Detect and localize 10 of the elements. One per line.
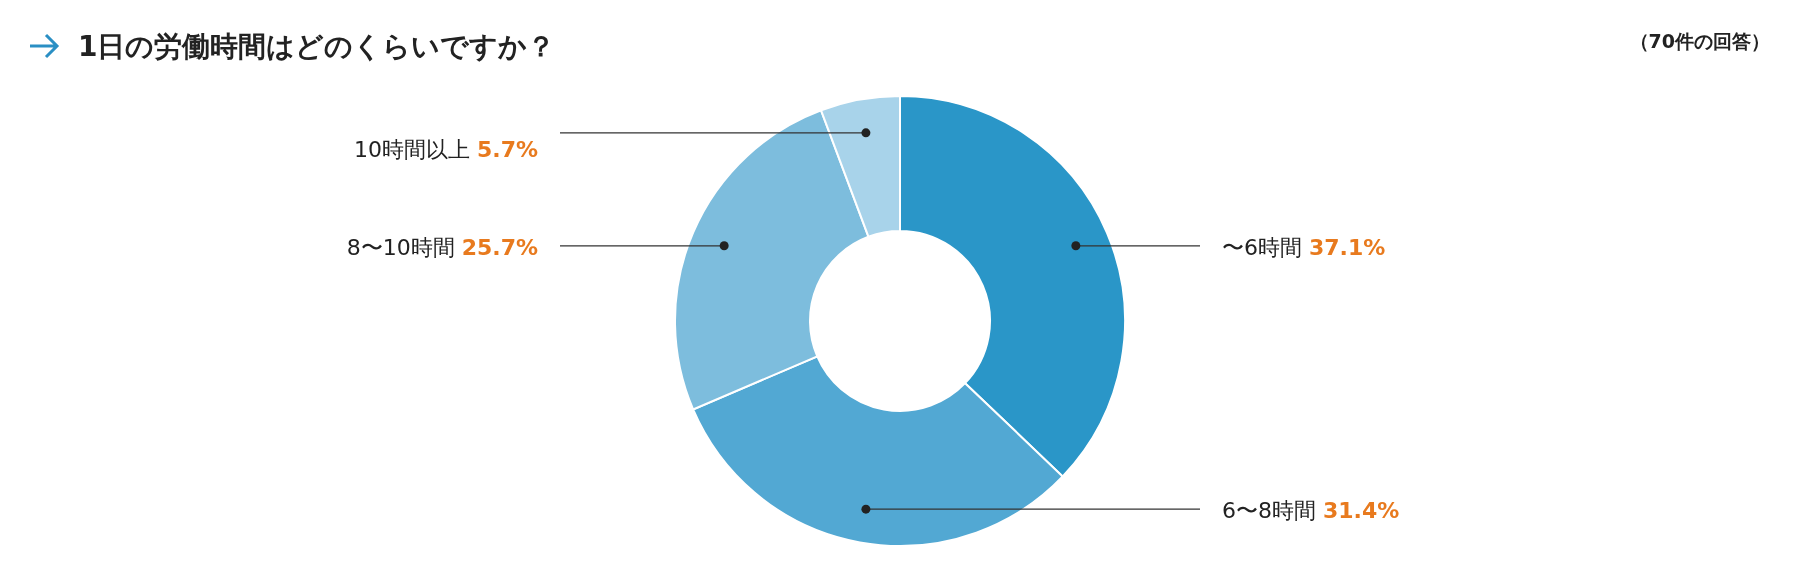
- data-label: 5.7%: [476, 136, 538, 162]
- data-label: 37.1%: [1309, 234, 1386, 260]
- text: （70件の回答）: [1629, 30, 1770, 52]
- slice-label: 10時間以上: [353, 136, 477, 162]
- chart-title: 1日の労働時間はどのくらいですか？: [78, 30, 556, 63]
- data-label: 25.7%: [461, 234, 538, 260]
- slice-label: 〜6時間: [1222, 234, 1309, 260]
- slice-label: 8〜10時間: [346, 234, 462, 260]
- slice-label: 6〜8時間: [1222, 498, 1323, 524]
- data-label: 31.4%: [1323, 498, 1400, 524]
